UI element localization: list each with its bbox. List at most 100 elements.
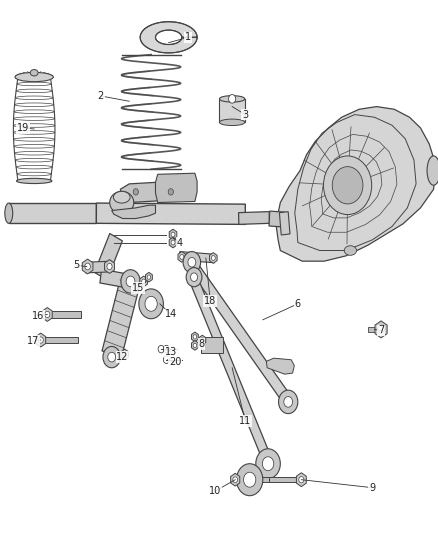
- Circle shape: [262, 457, 274, 471]
- Text: 6: 6: [295, 299, 301, 309]
- Polygon shape: [120, 181, 184, 203]
- Polygon shape: [169, 237, 177, 248]
- Text: 7: 7: [378, 326, 384, 335]
- Polygon shape: [155, 173, 197, 203]
- Polygon shape: [375, 321, 387, 338]
- Polygon shape: [96, 203, 245, 224]
- Circle shape: [45, 311, 50, 318]
- Polygon shape: [187, 259, 293, 406]
- Polygon shape: [145, 272, 152, 282]
- Circle shape: [201, 338, 204, 342]
- Circle shape: [378, 326, 384, 333]
- Circle shape: [256, 449, 280, 479]
- Polygon shape: [39, 337, 78, 343]
- Circle shape: [142, 279, 145, 284]
- Text: 16: 16: [32, 311, 45, 320]
- Polygon shape: [209, 253, 217, 263]
- Circle shape: [171, 240, 175, 245]
- Polygon shape: [239, 212, 269, 224]
- Circle shape: [171, 232, 175, 237]
- Circle shape: [211, 255, 215, 260]
- Polygon shape: [191, 332, 198, 342]
- Polygon shape: [105, 260, 114, 273]
- Polygon shape: [102, 280, 139, 358]
- Polygon shape: [266, 358, 294, 374]
- Circle shape: [229, 94, 236, 103]
- Ellipse shape: [113, 191, 130, 203]
- Circle shape: [183, 252, 201, 273]
- Circle shape: [299, 477, 304, 483]
- Circle shape: [103, 346, 120, 368]
- Ellipse shape: [344, 246, 357, 255]
- Text: 15: 15: [132, 283, 144, 293]
- Ellipse shape: [5, 203, 13, 223]
- Circle shape: [85, 263, 90, 270]
- Polygon shape: [140, 276, 148, 287]
- Text: 9: 9: [369, 483, 375, 492]
- Circle shape: [284, 397, 293, 407]
- Polygon shape: [199, 335, 206, 345]
- Polygon shape: [269, 211, 285, 227]
- Circle shape: [145, 296, 157, 311]
- Polygon shape: [82, 259, 93, 274]
- Text: 11: 11: [239, 416, 251, 426]
- Polygon shape: [178, 252, 186, 262]
- Polygon shape: [269, 477, 302, 482]
- Text: 20: 20: [169, 358, 181, 367]
- Polygon shape: [219, 99, 245, 122]
- Circle shape: [108, 352, 116, 362]
- Polygon shape: [169, 229, 177, 240]
- Polygon shape: [95, 233, 122, 280]
- Circle shape: [139, 289, 163, 319]
- Text: 1: 1: [185, 33, 191, 42]
- Polygon shape: [368, 327, 383, 332]
- Text: 12: 12: [117, 352, 129, 362]
- Polygon shape: [180, 252, 215, 263]
- Ellipse shape: [15, 72, 53, 82]
- Circle shape: [324, 156, 372, 215]
- Polygon shape: [9, 203, 96, 223]
- Text: 4: 4: [177, 238, 183, 247]
- Polygon shape: [276, 107, 436, 261]
- Circle shape: [279, 390, 298, 414]
- Circle shape: [121, 270, 140, 293]
- Polygon shape: [191, 341, 198, 350]
- Polygon shape: [100, 269, 137, 289]
- Circle shape: [191, 273, 198, 281]
- Polygon shape: [36, 333, 46, 347]
- Text: 17: 17: [27, 336, 39, 346]
- Circle shape: [126, 276, 135, 287]
- Circle shape: [193, 343, 197, 348]
- Circle shape: [180, 255, 184, 260]
- Text: 19: 19: [17, 123, 29, 133]
- Circle shape: [237, 464, 263, 496]
- Circle shape: [107, 263, 112, 270]
- Circle shape: [133, 189, 138, 195]
- Circle shape: [38, 337, 43, 343]
- Circle shape: [233, 477, 237, 482]
- Circle shape: [332, 167, 363, 204]
- Polygon shape: [279, 212, 290, 235]
- Ellipse shape: [17, 179, 52, 183]
- Text: 18: 18: [204, 296, 216, 306]
- Text: 5: 5: [74, 261, 80, 270]
- Text: 13: 13: [165, 347, 177, 357]
- Polygon shape: [46, 311, 81, 318]
- Ellipse shape: [219, 95, 245, 102]
- Polygon shape: [297, 473, 306, 487]
- Polygon shape: [42, 308, 52, 321]
- Ellipse shape: [110, 191, 134, 214]
- Circle shape: [186, 268, 202, 287]
- Ellipse shape: [219, 119, 245, 126]
- Text: 10: 10: [208, 487, 221, 496]
- Polygon shape: [140, 22, 197, 53]
- Text: 8: 8: [198, 339, 205, 349]
- Polygon shape: [112, 205, 155, 219]
- Circle shape: [188, 257, 196, 267]
- Polygon shape: [231, 473, 240, 486]
- Ellipse shape: [427, 156, 438, 185]
- Text: 14: 14: [165, 310, 177, 319]
- Polygon shape: [121, 349, 129, 360]
- Polygon shape: [201, 337, 223, 353]
- Polygon shape: [85, 261, 112, 273]
